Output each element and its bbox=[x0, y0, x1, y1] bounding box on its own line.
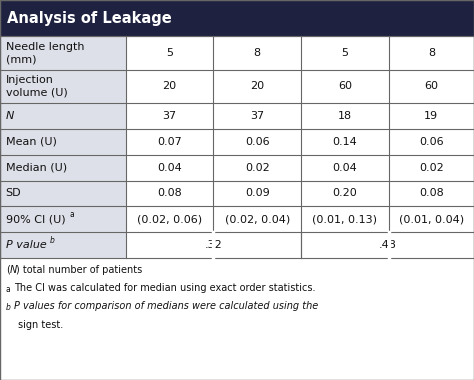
Text: 0.08: 0.08 bbox=[157, 188, 182, 198]
Text: 20: 20 bbox=[163, 81, 176, 91]
Bar bbox=[126, 70, 213, 103]
Bar bbox=[389, 103, 474, 129]
Text: (0.01, 0.13): (0.01, 0.13) bbox=[312, 214, 377, 224]
Text: The CI was calculated for median using exact order statistics.: The CI was calculated for median using e… bbox=[14, 283, 316, 293]
Bar bbox=[126, 36, 213, 70]
Text: (0.02, 0.06): (0.02, 0.06) bbox=[137, 214, 202, 224]
Text: (: ( bbox=[6, 265, 9, 275]
Bar bbox=[301, 180, 389, 206]
Bar bbox=[301, 103, 389, 129]
Text: b: b bbox=[49, 236, 54, 245]
Text: 8: 8 bbox=[428, 48, 435, 58]
Text: 0.08: 0.08 bbox=[419, 188, 444, 198]
Text: .32: .32 bbox=[204, 240, 222, 250]
Bar bbox=[389, 129, 474, 155]
Bar bbox=[0, 103, 126, 129]
Bar bbox=[0, 258, 474, 380]
Bar bbox=[0, 180, 126, 206]
Bar bbox=[213, 70, 301, 103]
Bar bbox=[213, 36, 301, 70]
Text: 18: 18 bbox=[338, 111, 352, 121]
Bar bbox=[0, 70, 126, 103]
Text: 0.09: 0.09 bbox=[245, 188, 270, 198]
Text: 19: 19 bbox=[424, 111, 438, 121]
Text: 0.06: 0.06 bbox=[245, 137, 269, 147]
Text: 0.02: 0.02 bbox=[419, 163, 444, 173]
Text: N: N bbox=[9, 265, 17, 275]
Text: P value: P value bbox=[6, 240, 46, 250]
Bar bbox=[213, 232, 301, 258]
Bar bbox=[126, 206, 213, 232]
Text: Needle length
(mm): Needle length (mm) bbox=[6, 42, 84, 64]
Bar bbox=[389, 36, 474, 70]
Text: 0.20: 0.20 bbox=[332, 188, 357, 198]
Text: a: a bbox=[6, 285, 10, 294]
Text: 60: 60 bbox=[338, 81, 352, 91]
Bar bbox=[389, 180, 474, 206]
Text: 0.02: 0.02 bbox=[245, 163, 270, 173]
Text: a: a bbox=[70, 210, 74, 219]
Bar bbox=[0, 0, 474, 36]
Bar bbox=[301, 155, 389, 180]
Text: 0.07: 0.07 bbox=[157, 137, 182, 147]
Text: 0.06: 0.06 bbox=[419, 137, 444, 147]
Text: 20: 20 bbox=[250, 81, 264, 91]
Text: 37: 37 bbox=[250, 111, 264, 121]
Text: 0.04: 0.04 bbox=[332, 163, 357, 173]
Text: P values for comparison of medians were calculated using the: P values for comparison of medians were … bbox=[14, 301, 319, 311]
Bar bbox=[126, 155, 213, 180]
Text: SD: SD bbox=[6, 188, 21, 198]
Text: 5: 5 bbox=[341, 48, 348, 58]
Text: 60: 60 bbox=[424, 81, 438, 91]
Text: Injection
volume (U): Injection volume (U) bbox=[6, 75, 67, 97]
Bar bbox=[126, 129, 213, 155]
Bar bbox=[213, 129, 301, 155]
Text: 90% CI (U): 90% CI (U) bbox=[6, 214, 65, 224]
Text: N: N bbox=[6, 111, 14, 121]
Text: 37: 37 bbox=[163, 111, 176, 121]
Bar bbox=[213, 103, 301, 129]
Bar bbox=[301, 232, 389, 258]
Bar bbox=[126, 232, 213, 258]
Text: ) total number of patients: ) total number of patients bbox=[16, 265, 142, 275]
Bar bbox=[301, 206, 389, 232]
Text: Mean (U): Mean (U) bbox=[6, 137, 56, 147]
Text: sign test.: sign test. bbox=[18, 320, 63, 329]
Bar bbox=[0, 232, 126, 258]
Text: 0.04: 0.04 bbox=[157, 163, 182, 173]
Bar bbox=[301, 129, 389, 155]
Bar bbox=[0, 206, 126, 232]
Bar bbox=[0, 155, 126, 180]
Bar bbox=[0, 36, 126, 70]
Bar bbox=[213, 180, 301, 206]
Text: b: b bbox=[6, 303, 10, 312]
Text: 5: 5 bbox=[166, 48, 173, 58]
Bar bbox=[301, 36, 389, 70]
Bar bbox=[389, 206, 474, 232]
Bar bbox=[0, 129, 126, 155]
Bar bbox=[213, 206, 301, 232]
Text: 0.14: 0.14 bbox=[332, 137, 357, 147]
Bar bbox=[126, 103, 213, 129]
Text: .48: .48 bbox=[379, 240, 396, 250]
Text: Median (U): Median (U) bbox=[6, 163, 67, 173]
Bar bbox=[389, 155, 474, 180]
Bar bbox=[389, 232, 474, 258]
Text: 8: 8 bbox=[254, 48, 261, 58]
Bar bbox=[126, 180, 213, 206]
Bar bbox=[301, 70, 389, 103]
Text: Analysis of Leakage: Analysis of Leakage bbox=[7, 11, 172, 25]
Text: (0.01, 0.04): (0.01, 0.04) bbox=[399, 214, 464, 224]
Bar bbox=[213, 155, 301, 180]
Text: (0.02, 0.04): (0.02, 0.04) bbox=[225, 214, 290, 224]
Bar bbox=[389, 70, 474, 103]
